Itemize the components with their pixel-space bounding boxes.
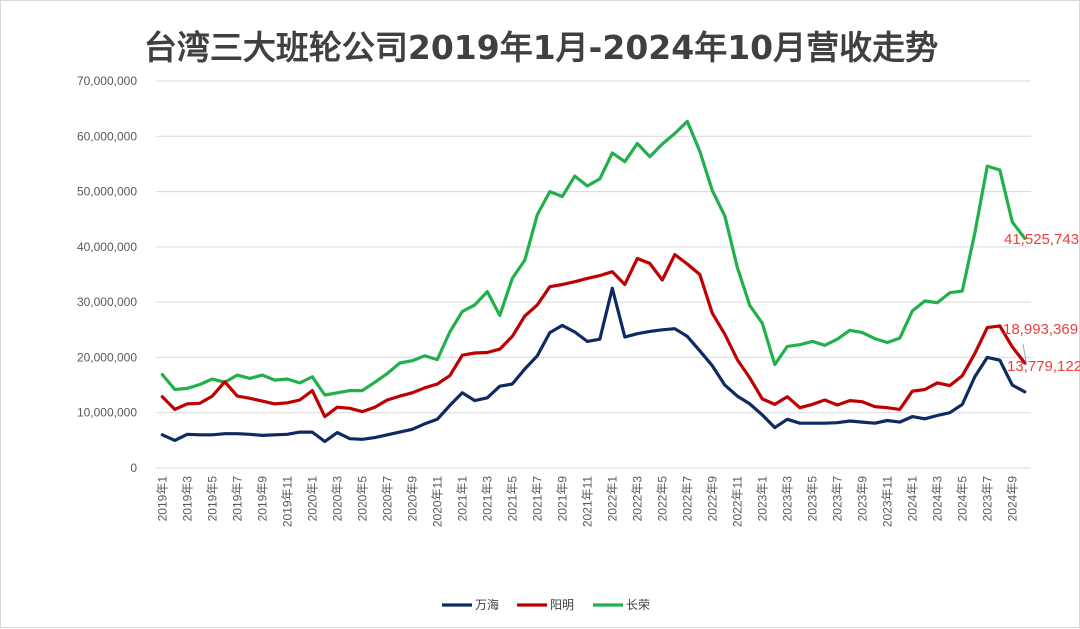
leader-line [1022,343,1028,366]
x-tick-label: 2021年5 [505,476,519,522]
x-tick-label: 2021年3 [480,476,494,522]
end-label: 13,779,122 [1007,358,1080,375]
x-tick-label: 2020年1 [305,476,319,522]
x-tick-label: 2022年9 [705,476,719,522]
legend-label: 阳明 [550,598,574,612]
y-tick-label: 70,000,000 [77,74,137,88]
chart-title: 台湾三大班轮公司2019年1月-2024年10月营收走势 [144,28,938,67]
x-axis-ticks: 2019年1 2019年3 2019年5 2019年7 2019年9 2019年11 202… [155,476,1019,527]
x-tick-label: 2021年1 [455,476,469,522]
x-tick-label: 2022年3 [630,476,644,522]
x-tick-label: 2024年9 [1005,476,1019,522]
series-line-0 [160,286,1027,444]
end-labels: 41,525,743 18,993,369 13,779,122 [1003,231,1080,375]
x-tick-label: 2020年9 [405,476,419,522]
x-tick-label: 2023年7 [830,476,844,522]
x-tick-label: 2019年5 [205,476,219,522]
x-tick-label: 2020年11 [430,476,444,527]
legend-label: 万海 [475,597,499,612]
x-tick-label: 2024年5 [955,476,969,522]
x-tick-label: 2024年1 [905,476,919,522]
x-tick-label: 2023年1 [755,476,769,522]
y-tick-label: 50,000,000 [77,185,137,199]
x-tick-label: 2019年7 [230,476,244,522]
x-tick-label: 2020年3 [330,476,344,522]
y-tick-label: 0 [130,461,137,475]
x-tick-label: 2020年7 [380,476,394,522]
end-label: 18,993,369 [1003,321,1078,338]
y-tick-label: 30,000,000 [77,295,137,309]
x-tick-label: 2023年3 [780,476,794,522]
x-tick-label: 2023年9 [855,476,869,522]
series-lines [160,119,1027,444]
y-tick-label: 40,000,000 [77,240,137,254]
x-tick-label: 2023年11 [880,476,894,527]
y-tick-label: 20,000,000 [77,350,137,364]
legend: 万海 阳明 长荣 [442,597,650,612]
x-tick-label: 2021年11 [580,476,594,527]
x-tick-label: 2022年7 [680,476,694,522]
x-tick-label: 2020年5 [355,476,369,522]
y-axis-ticks: 0 10,000,000 20,000,000 30,000,000 40,000,00… [77,74,137,475]
x-tick-label: 2022年5 [655,476,669,522]
x-tick-label: 2024年3 [930,476,944,522]
x-tick-label: 2021年7 [530,476,544,522]
y-tick-label: 10,000,000 [77,406,137,420]
series-line-1 [160,253,1027,419]
x-tick-label: 2019年11 [280,476,294,527]
y-tick-label: 60,000,000 [77,129,137,143]
x-tick-label: 2019年9 [255,476,269,522]
end-label: 41,525,743 [1004,231,1079,248]
x-tick-label: 2021年9 [555,476,569,522]
x-tick-label: 2022年11 [730,476,744,527]
x-tick-label: 2019年1 [155,476,169,522]
series-line-2 [160,119,1027,397]
x-tick-label: 2023年7 [980,476,994,522]
gridlines [156,80,1031,414]
legend-label: 长荣 [626,598,650,612]
x-tick-label: 2022年1 [605,476,619,522]
x-tick-label: 2023年5 [805,476,819,522]
x-tick-label: 2019年3 [180,476,194,522]
